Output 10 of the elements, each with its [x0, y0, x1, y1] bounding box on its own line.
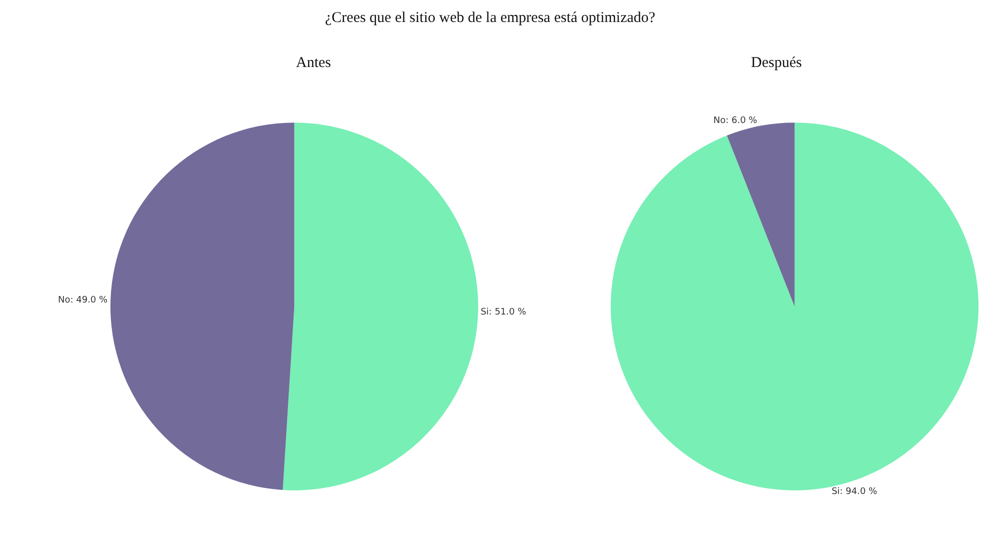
pie-slice: [282, 122, 478, 490]
chart-title: ¿Crees que el sitio web de la empresa está optimizado?: [325, 10, 656, 26]
pie-slice: [726, 122, 795, 306]
chart-title: Después: [751, 55, 802, 71]
pie-slice: [110, 122, 294, 490]
slice-label: No: 6.0 %: [713, 116, 758, 126]
slice-label: Si: 51.0 %: [480, 307, 527, 318]
chart-subtitle: Antes: [296, 55, 332, 71]
slice-label: Si: 94.0 %: [832, 486, 878, 497]
slice-label: No: 49.0 %: [58, 296, 108, 306]
